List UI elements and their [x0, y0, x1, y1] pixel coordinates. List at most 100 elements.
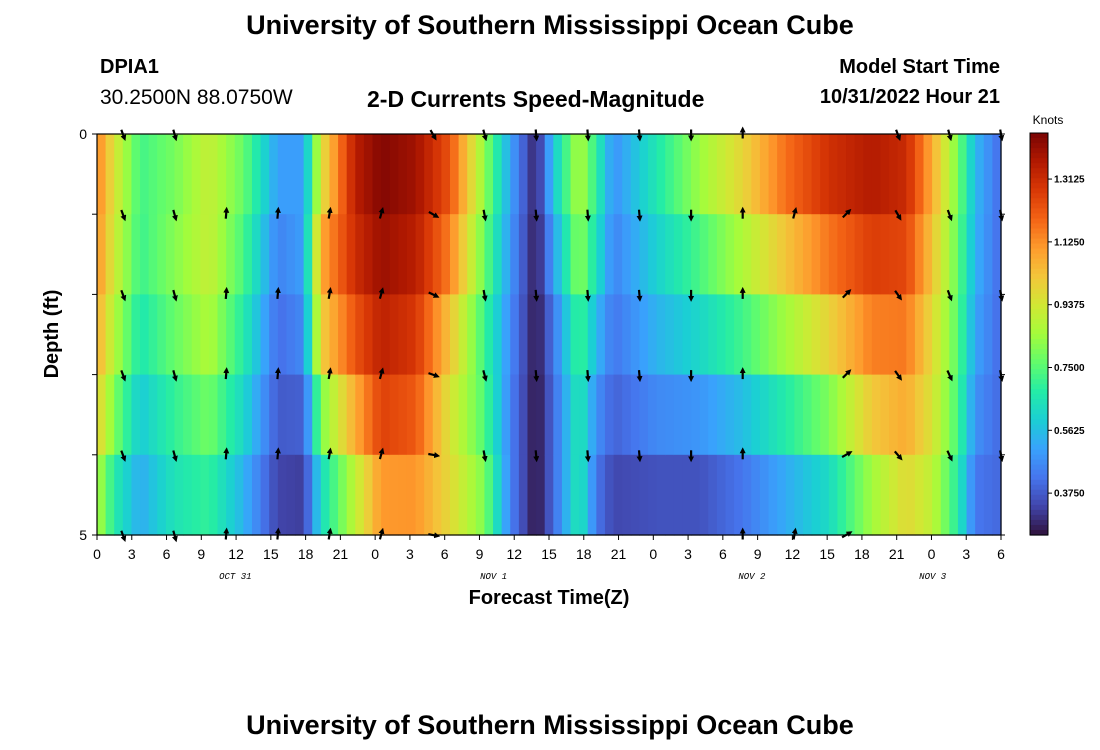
heatmap-cell — [536, 454, 546, 536]
current-vector-arrow — [223, 206, 230, 219]
current-vector-arrow — [428, 291, 440, 298]
current-vector-arrow — [172, 209, 178, 222]
colorbar-segment — [1030, 283, 1048, 290]
heatmap-cell — [906, 214, 916, 295]
heatmap-cell — [880, 454, 890, 536]
heatmap-cell — [923, 454, 933, 536]
heatmap-cell — [493, 374, 503, 456]
heatmap-cell — [725, 454, 735, 536]
current-vector-arrow — [842, 369, 852, 379]
heatmap-cell — [630, 214, 640, 295]
heatmap-cell — [802, 134, 813, 215]
heatmap-cell — [622, 294, 632, 376]
heatmap-cell — [742, 214, 752, 295]
heatmap-cell — [802, 214, 813, 295]
heatmap-cell — [493, 294, 503, 376]
colorbar-segment — [1030, 429, 1048, 436]
heatmap-cell — [648, 214, 658, 295]
heatmap-cell — [975, 214, 985, 295]
colorbar-segment — [1030, 158, 1048, 164]
heatmap-cell — [604, 134, 615, 215]
heatmap-cell — [355, 134, 365, 215]
heatmap-cell — [320, 214, 331, 295]
heatmap-cell — [820, 134, 830, 215]
colorbar-segment — [1030, 379, 1048, 385]
heatmap-cell — [734, 134, 744, 215]
current-vector-arrow — [274, 447, 281, 460]
heatmap-cell — [846, 214, 856, 295]
heatmap-cell — [424, 134, 434, 215]
heatmap-cell — [114, 454, 124, 536]
heatmap-cell — [820, 214, 830, 295]
current-vector-arrow — [274, 286, 281, 299]
current-vector-arrow — [893, 450, 903, 461]
heatmap-cell — [260, 134, 270, 215]
heatmap-cell — [277, 294, 288, 376]
heatmap-cell — [432, 374, 442, 456]
current-vector-arrow — [120, 370, 127, 382]
current-vector-arrow — [842, 208, 852, 219]
heatmap-cell — [131, 294, 141, 376]
heatmap-cell — [191, 294, 201, 376]
heatmap-cell — [493, 454, 503, 536]
heatmap-cell — [889, 294, 899, 376]
heatmap-cell — [346, 214, 356, 295]
heatmap-cell — [604, 214, 615, 295]
current-vector-arrow — [172, 450, 178, 462]
heatmap-cell — [183, 454, 193, 536]
heatmap-cell — [424, 294, 434, 376]
colorbar-segment — [1030, 163, 1048, 169]
heatmap-cell — [191, 134, 201, 215]
heatmap-cell — [415, 454, 425, 536]
heatmap-cell — [355, 454, 365, 536]
heatmap-cell — [673, 374, 684, 456]
heatmap — [97, 134, 1002, 536]
colorbar-segment — [1030, 349, 1048, 355]
heatmap-cell — [389, 454, 399, 536]
heatmap-cell — [97, 294, 107, 376]
heatmap-cell — [458, 134, 468, 215]
colorbar-segment — [1030, 369, 1048, 375]
heatmap-cell — [415, 294, 425, 376]
heatmap-cell — [561, 214, 572, 295]
heatmap-cell — [932, 294, 942, 376]
heatmap-cell — [613, 374, 623, 456]
heatmap-cell — [122, 454, 133, 536]
heatmap-cell — [449, 374, 460, 456]
heatmap-cell — [286, 294, 296, 376]
heatmap-cell — [716, 134, 727, 215]
colorbar-tick-label: 0.7500 — [1054, 363, 1085, 374]
current-vector-arrow — [533, 209, 540, 222]
heatmap-cell — [596, 214, 606, 295]
heatmap-cell — [828, 294, 839, 376]
colorbar-segment — [1030, 469, 1048, 476]
colorbar-frame — [1029, 132, 1049, 536]
heatmap-cell — [200, 214, 210, 295]
heatmap-cell — [716, 294, 727, 376]
heatmap-cell — [673, 134, 684, 215]
x-tick-label: 0 — [93, 546, 101, 562]
heatmap-cell — [432, 294, 442, 376]
heatmap-cell — [665, 214, 675, 295]
heatmap-cell — [949, 214, 959, 295]
heatmap-cell — [777, 454, 787, 536]
heatmap-cell — [467, 454, 477, 536]
heatmap-cell — [527, 214, 537, 295]
heatmap-cell — [484, 454, 494, 536]
heatmap-cell — [441, 374, 451, 456]
page-title: University of Southern Mississippi Ocean… — [246, 10, 854, 40]
heatmap-cell — [656, 214, 666, 295]
heatmap-cell — [854, 374, 864, 456]
heatmap-cell — [295, 294, 305, 376]
heatmap-cell — [630, 374, 640, 456]
heatmap-cell — [363, 454, 374, 536]
colorbar-segment — [1030, 529, 1048, 536]
current-vector-arrow — [223, 286, 230, 299]
heatmap-cell — [975, 374, 985, 456]
heatmap-cell — [992, 294, 1002, 376]
colorbar-segment — [1030, 298, 1048, 305]
heatmap-cell — [639, 214, 649, 295]
current-vector-arrow — [378, 447, 385, 460]
colorbar-segment — [1030, 258, 1048, 265]
heatmap-cell — [553, 294, 563, 376]
